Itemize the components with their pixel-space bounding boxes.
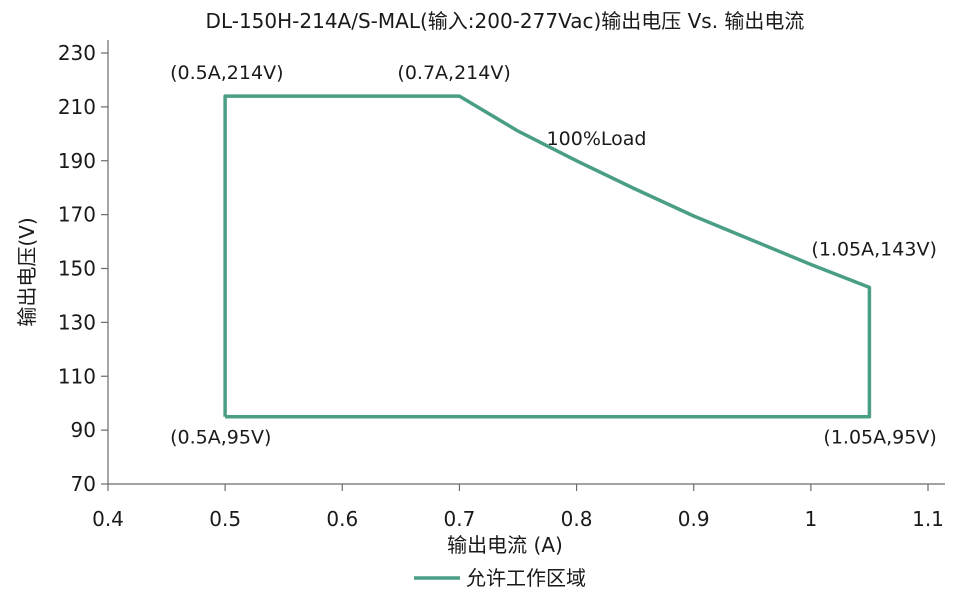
y-tick-label: 190: [58, 149, 96, 173]
annotation-label: (0.7A,214V): [397, 62, 510, 84]
y-tick-label: 70: [71, 472, 96, 496]
y-axis-label: 输出电压(V): [15, 217, 39, 326]
x-tick-label: 1: [804, 507, 817, 531]
y-tick-label: 110: [58, 364, 96, 388]
x-tick-label: 1.1: [912, 507, 944, 531]
annotation-label: (0.5A,95V): [170, 427, 271, 449]
y-tick-label: 150: [58, 257, 96, 281]
legend-label: 允许工作区域: [466, 566, 586, 590]
chart-title: DL-150H-214A/S-MAL(输入:200-277Vac)输出电压 Vs…: [206, 9, 805, 33]
plot-area: [223, 94, 872, 419]
axes: [107, 40, 945, 485]
x-axis-label: 输出电流 (A): [447, 533, 563, 557]
y-tick-label: 130: [58, 310, 96, 334]
x-tick-label: 0.7: [444, 507, 476, 531]
series-line: [223, 94, 872, 419]
y-ticks: 70 90 110 130 150 170 190 210 230: [58, 41, 108, 496]
annotation-label: (0.5A,214V): [170, 62, 283, 84]
x-ticks: 0.4 0.5 0.6 0.7 0.8 0.9 1 1.1: [92, 484, 944, 531]
y-tick-label: 230: [58, 41, 96, 65]
y-tick-label: 210: [58, 95, 96, 119]
annotations: (0.5A,214V) (0.7A,214V) 100%Load (1.05A,143…: [170, 62, 937, 449]
y-tick-label: 170: [58, 203, 96, 227]
legend: 允许工作区域: [414, 566, 586, 590]
x-tick-label: 0.8: [561, 507, 593, 531]
y-tick-label: 90: [71, 418, 96, 442]
annotation-label: (1.05A,95V): [823, 427, 936, 449]
x-tick-label: 0.4: [92, 507, 124, 531]
annotation-label: 100%Load: [547, 128, 647, 150]
x-tick-label: 0.5: [209, 507, 241, 531]
annotation-label: (1.05A,143V): [811, 238, 936, 260]
x-tick-label: 0.6: [326, 507, 358, 531]
x-tick-label: 0.9: [678, 507, 710, 531]
